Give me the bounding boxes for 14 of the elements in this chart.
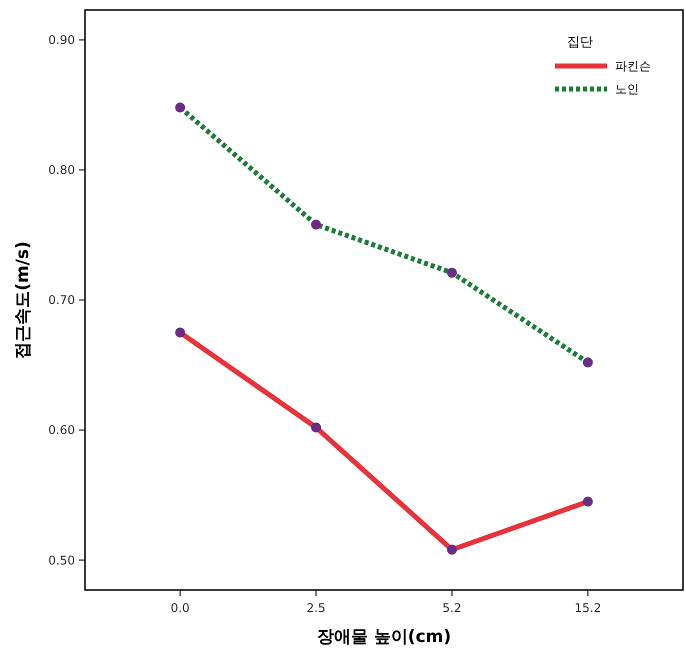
x-tick-label: 0.0 [170,601,190,615]
y-tick-label: 0.60 [48,423,75,438]
x-tick-label: 2.5 [306,601,326,615]
legend-label: 파킨슨 [615,59,651,74]
y-axis-title: 접근속도(m/s) [13,241,33,359]
legend-label: 노인 [615,82,639,96]
y-tick-label: 0.80 [48,163,75,178]
x-tick-label: 15.2 [574,601,602,615]
x-axis-title: 장애물 높이(cm) [316,627,452,647]
y-tick-label: 0.70 [48,293,75,308]
legend-title: 집단 [567,35,593,50]
y-tick-label: 0.90 [48,33,75,48]
y-tick-label: 0.50 [48,553,75,568]
x-tick-label: 5.2 [442,601,462,615]
